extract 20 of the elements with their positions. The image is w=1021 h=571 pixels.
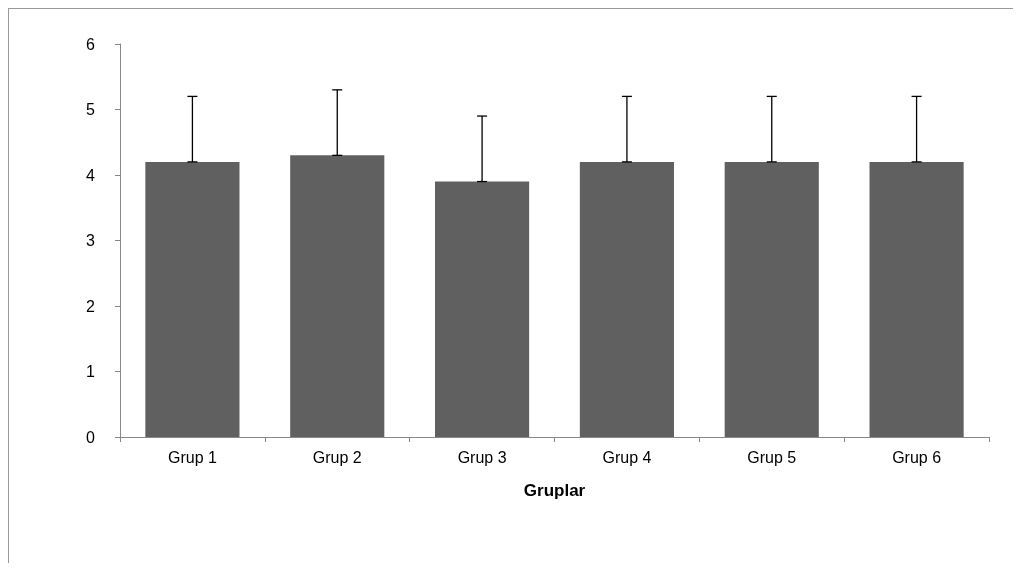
- y-tick-label: 0: [86, 428, 96, 446]
- bar: [724, 161, 819, 437]
- y-tick-label: 4: [86, 166, 96, 184]
- x-tick-label: Grup 5: [747, 448, 797, 466]
- bar: [435, 181, 530, 437]
- x-tick-label: Grup 3: [457, 448, 507, 466]
- bar: [290, 155, 385, 437]
- x-tick-label: Grup 1: [167, 448, 217, 466]
- x-tick-label: Grup 6: [892, 448, 942, 466]
- y-tick-label: 1: [86, 363, 96, 380]
- x-axis-title: Gruplar: [523, 481, 586, 500]
- y-tick-label: 2: [86, 297, 96, 315]
- x-tick-label: Grup 4: [602, 448, 652, 466]
- y-tick-label: 6: [86, 35, 96, 53]
- x-tick-label: Grup 2: [312, 448, 362, 466]
- bar: [869, 161, 964, 437]
- y-tick-label: 3: [86, 232, 96, 249]
- bar: [579, 161, 674, 437]
- bar: [145, 161, 240, 437]
- y-tick-label: 5: [86, 101, 96, 118]
